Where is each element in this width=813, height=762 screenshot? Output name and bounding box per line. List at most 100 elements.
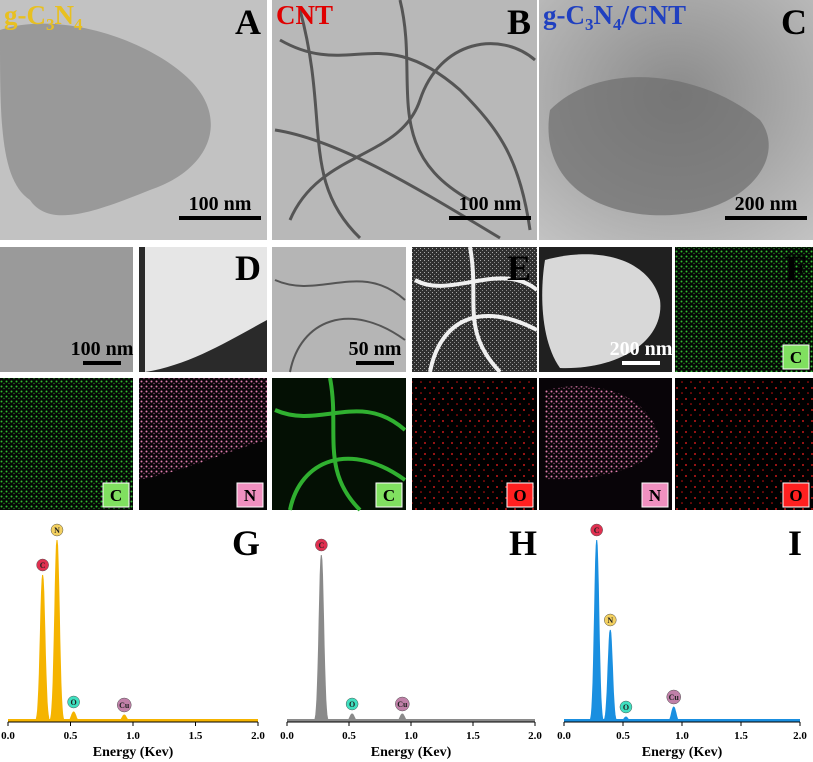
peak-label: Cu bbox=[397, 700, 408, 709]
peak-marker bbox=[67, 695, 80, 709]
scale-bar-label: 100 nm bbox=[71, 338, 134, 360]
element-tag: O bbox=[513, 486, 526, 505]
element-tag: N bbox=[244, 486, 257, 505]
peak-marker bbox=[395, 696, 410, 712]
element-tag-box bbox=[236, 482, 264, 508]
peak bbox=[47, 539, 67, 723]
x-tick-label: 0.0 bbox=[1, 730, 15, 742]
peak-label: N bbox=[607, 616, 613, 625]
peak-label: C bbox=[40, 561, 46, 570]
peak-label: O bbox=[623, 703, 629, 712]
x-tick-label: 1.5 bbox=[734, 730, 748, 742]
tem-image bbox=[272, 247, 406, 372]
peak-label: N bbox=[54, 526, 60, 535]
scale-bar bbox=[356, 361, 394, 365]
element-tag: N bbox=[649, 486, 662, 505]
peak bbox=[588, 539, 606, 723]
composite bbox=[545, 386, 660, 480]
nanotubes bbox=[274, 377, 407, 512]
peak-marker bbox=[666, 689, 681, 705]
element-tag: C bbox=[383, 486, 395, 505]
peak-label: O bbox=[349, 700, 355, 709]
x-axis-label: Energy (Kev) bbox=[371, 745, 452, 760]
x-tick-label: 1.5 bbox=[466, 730, 480, 742]
element-tag-box bbox=[506, 482, 534, 508]
x-tick-label: 2.0 bbox=[251, 730, 265, 742]
peak-marker bbox=[619, 700, 633, 714]
panel-letter: C bbox=[781, 2, 807, 42]
composite bbox=[548, 77, 769, 216]
panel-letter: H bbox=[509, 523, 537, 563]
x-tick-label: 0.5 bbox=[64, 730, 78, 742]
x-tick-label: 1.0 bbox=[404, 730, 418, 742]
nanotubes bbox=[274, 279, 406, 373]
peak-marker bbox=[345, 697, 359, 711]
peak bbox=[601, 629, 619, 723]
x-tick-label: 0.0 bbox=[557, 730, 571, 742]
scale-bar-label: 100 nm bbox=[459, 193, 522, 215]
name-part: g-C bbox=[4, 0, 46, 30]
x-tick-label: 2.0 bbox=[528, 730, 542, 742]
scale-bar bbox=[179, 216, 261, 220]
panel-letter: E bbox=[507, 248, 531, 288]
panel-letter: F bbox=[785, 248, 807, 288]
background bbox=[139, 440, 267, 510]
nanotubes bbox=[414, 246, 539, 374]
panel-name: g-C3N4 bbox=[4, 0, 83, 34]
peak-label: C bbox=[594, 526, 600, 535]
scale-bar-label: 100 nm bbox=[189, 193, 252, 215]
scale-bar bbox=[622, 361, 660, 365]
scale-bar bbox=[449, 216, 531, 220]
element-tag: C bbox=[110, 486, 122, 505]
panel-letter: B bbox=[507, 2, 531, 42]
element-tag-box bbox=[641, 482, 669, 508]
subscript: 4 bbox=[613, 15, 622, 34]
subscript: 3 bbox=[46, 15, 55, 34]
peak-marker bbox=[604, 613, 617, 627]
x-axis-label: Energy (Kev) bbox=[93, 745, 174, 760]
peak bbox=[33, 574, 52, 723]
peak-marker bbox=[315, 538, 328, 552]
subscript: 4 bbox=[74, 15, 83, 34]
scale-bar-label: 200 nm bbox=[610, 338, 673, 360]
peak bbox=[312, 554, 331, 723]
element-tag-box bbox=[102, 482, 130, 508]
sheet bbox=[0, 23, 211, 216]
element-tag: O bbox=[789, 486, 802, 505]
x-tick-label: 2.0 bbox=[793, 730, 807, 742]
peak-label: C bbox=[318, 541, 324, 550]
peak-marker bbox=[50, 523, 64, 537]
subscript: 3 bbox=[585, 15, 594, 34]
element-tag-box bbox=[782, 482, 810, 508]
element-tag-box bbox=[375, 482, 403, 508]
scale-bar bbox=[83, 361, 121, 365]
element-tag: C bbox=[790, 348, 802, 367]
peak-label: O bbox=[71, 698, 77, 707]
x-tick-label: 1.5 bbox=[189, 730, 203, 742]
x-tick-label: 0.5 bbox=[616, 730, 630, 742]
scale-bar bbox=[725, 216, 807, 220]
panel-letter: I bbox=[788, 523, 802, 563]
panel-letter: G bbox=[232, 523, 260, 563]
element-tag-box bbox=[782, 344, 810, 370]
name-part: g-C bbox=[543, 0, 585, 30]
name-part: N bbox=[55, 0, 75, 30]
peak-marker bbox=[36, 558, 49, 572]
name-part: N bbox=[594, 0, 614, 30]
composite bbox=[542, 254, 661, 369]
x-tick-label: 0.0 bbox=[280, 730, 294, 742]
sheet bbox=[145, 247, 267, 372]
peak-marker bbox=[117, 697, 132, 713]
x-tick-label: 0.5 bbox=[342, 730, 356, 742]
x-tick-label: 1.0 bbox=[126, 730, 140, 742]
scale-bar-label: 50 nm bbox=[349, 338, 402, 360]
peak-marker bbox=[590, 523, 603, 537]
scale-bar-label: 200 nm bbox=[735, 193, 798, 215]
x-axis-label: Energy (Kev) bbox=[642, 745, 723, 760]
name-part: /CNT bbox=[621, 0, 687, 30]
panel-letter: A bbox=[235, 2, 261, 42]
peak-label: Cu bbox=[669, 693, 680, 702]
x-tick-label: 1.0 bbox=[675, 730, 689, 742]
panel-name: CNT bbox=[276, 0, 333, 30]
